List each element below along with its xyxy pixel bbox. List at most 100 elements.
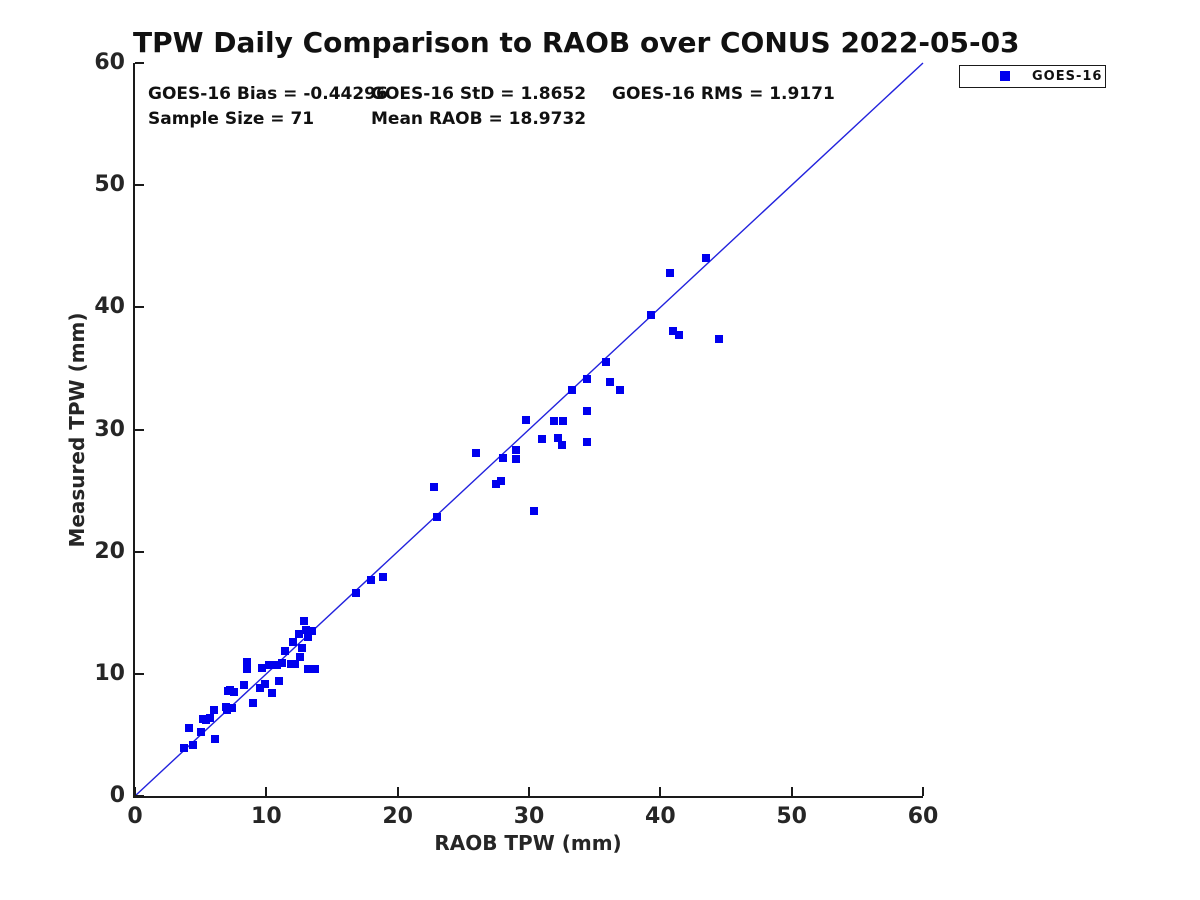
data-point-marker [205,713,214,722]
data-point-marker [511,446,520,455]
data-point-marker [433,513,442,522]
y-tick-label: 10 [94,660,125,686]
y-tick-mark [135,550,144,553]
data-point-marker [559,416,568,425]
x-tick-label: 20 [382,804,413,829]
data-point-marker [261,679,270,688]
data-point-marker [272,661,281,670]
data-point-marker [606,377,615,386]
data-point-marker [229,688,238,697]
data-point-marker [222,706,231,715]
x-tick-label: 0 [127,804,143,829]
data-point-marker [275,677,284,686]
data-point-marker [249,699,258,708]
x-tick-label: 30 [513,804,545,829]
legend-marker-square-icon [1000,71,1010,81]
x-tick-mark [790,787,793,796]
y-tick-mark [135,62,144,64]
data-point-marker [582,375,591,384]
data-point-marker [553,434,562,443]
data-point-marker [188,740,197,749]
data-point-marker [522,415,531,424]
data-point-marker [295,629,304,638]
identity-line [134,62,924,797]
data-point-marker [351,589,360,598]
data-point-marker [310,664,319,673]
data-point-marker [497,476,506,485]
y-tick-mark [135,184,144,187]
data-point-marker [228,704,237,713]
x-tick-mark [396,787,399,796]
data-point-marker [297,644,306,653]
data-point-marker [674,331,683,340]
y-tick-mark [135,795,144,797]
data-point-marker [367,575,376,584]
data-point-marker [304,664,313,673]
data-point-marker [379,573,388,582]
data-point-marker [242,664,251,673]
data-point-marker [615,386,624,395]
y-tick-label: 50 [94,172,125,198]
data-point-marker [291,660,300,669]
stat-mean-raob: Mean RAOB = 18.9732 [371,109,587,129]
data-point-marker [267,689,276,698]
data-point-marker [242,657,251,666]
data-point-marker [549,416,558,425]
data-point-marker [702,254,711,263]
y-tick-label: 60 [94,50,125,75]
identity-line-layer [134,62,924,797]
data-point-marker [300,617,309,626]
data-point-marker [255,684,264,693]
data-point-marker [288,638,297,647]
y-tick-label: 30 [94,416,125,442]
x-tick-label: 50 [776,804,807,829]
data-point-marker [530,507,539,516]
y-tick-label: 20 [94,538,125,564]
data-point-marker [568,386,577,395]
stat-std: GOES-16 StD = 1.8652 [371,84,587,104]
plot-area: 0 10 20 30 40 50 60 0 10 20 30 40 50 60 [94,50,938,829]
data-point-marker [278,658,287,667]
data-point-marker [301,625,310,634]
data-point-marker [304,633,313,642]
y-tick-label: 40 [94,294,125,320]
data-point-marker [296,652,305,661]
stat-rms: GOES-16 RMS = 1.9171 [612,84,835,104]
data-point-marker [308,627,317,636]
x-tick-mark [134,787,136,796]
data-point-marker [211,734,220,743]
x-tick-label: 40 [645,804,676,829]
stat-sample-size: Sample Size = 71 [148,109,315,129]
data-point-marker [184,723,193,732]
data-point-marker [665,269,674,278]
data-point-marker [511,454,520,463]
legend-entry-label: GOES-16 [1032,69,1103,84]
legend: GOES-16 [959,65,1106,88]
x-axis-label: RAOB TPW (mm) [434,831,622,855]
x-tick-label: 60 [907,804,939,829]
x-tick-label: 10 [251,804,282,829]
y-tick-mark [135,428,144,431]
data-point-marker [430,482,439,491]
data-point-marker [258,663,267,672]
data-point-marker [196,728,205,737]
chart-title: TPW Daily Comparison to RAOB over CONUS … [133,26,1020,59]
x-tick-mark [528,787,530,796]
y-tick-mark [135,306,144,309]
stat-bias: GOES-16 Bias = -0.44296 [148,84,388,104]
data-point-marker [209,706,218,715]
data-point-marker [498,453,507,462]
data-point-marker [472,448,481,457]
data-point-marker [538,435,547,444]
x-tick-mark [922,787,924,796]
y-axis-label: Measured TPW (mm) [65,312,89,548]
data-point-marker [715,335,724,344]
data-point-marker [582,437,591,446]
data-point-marker [669,326,678,335]
y-tick-mark [135,672,144,675]
data-point-marker [647,310,656,319]
data-point-marker [557,441,566,450]
x-tick-mark [659,787,662,796]
data-point-marker [492,480,501,489]
